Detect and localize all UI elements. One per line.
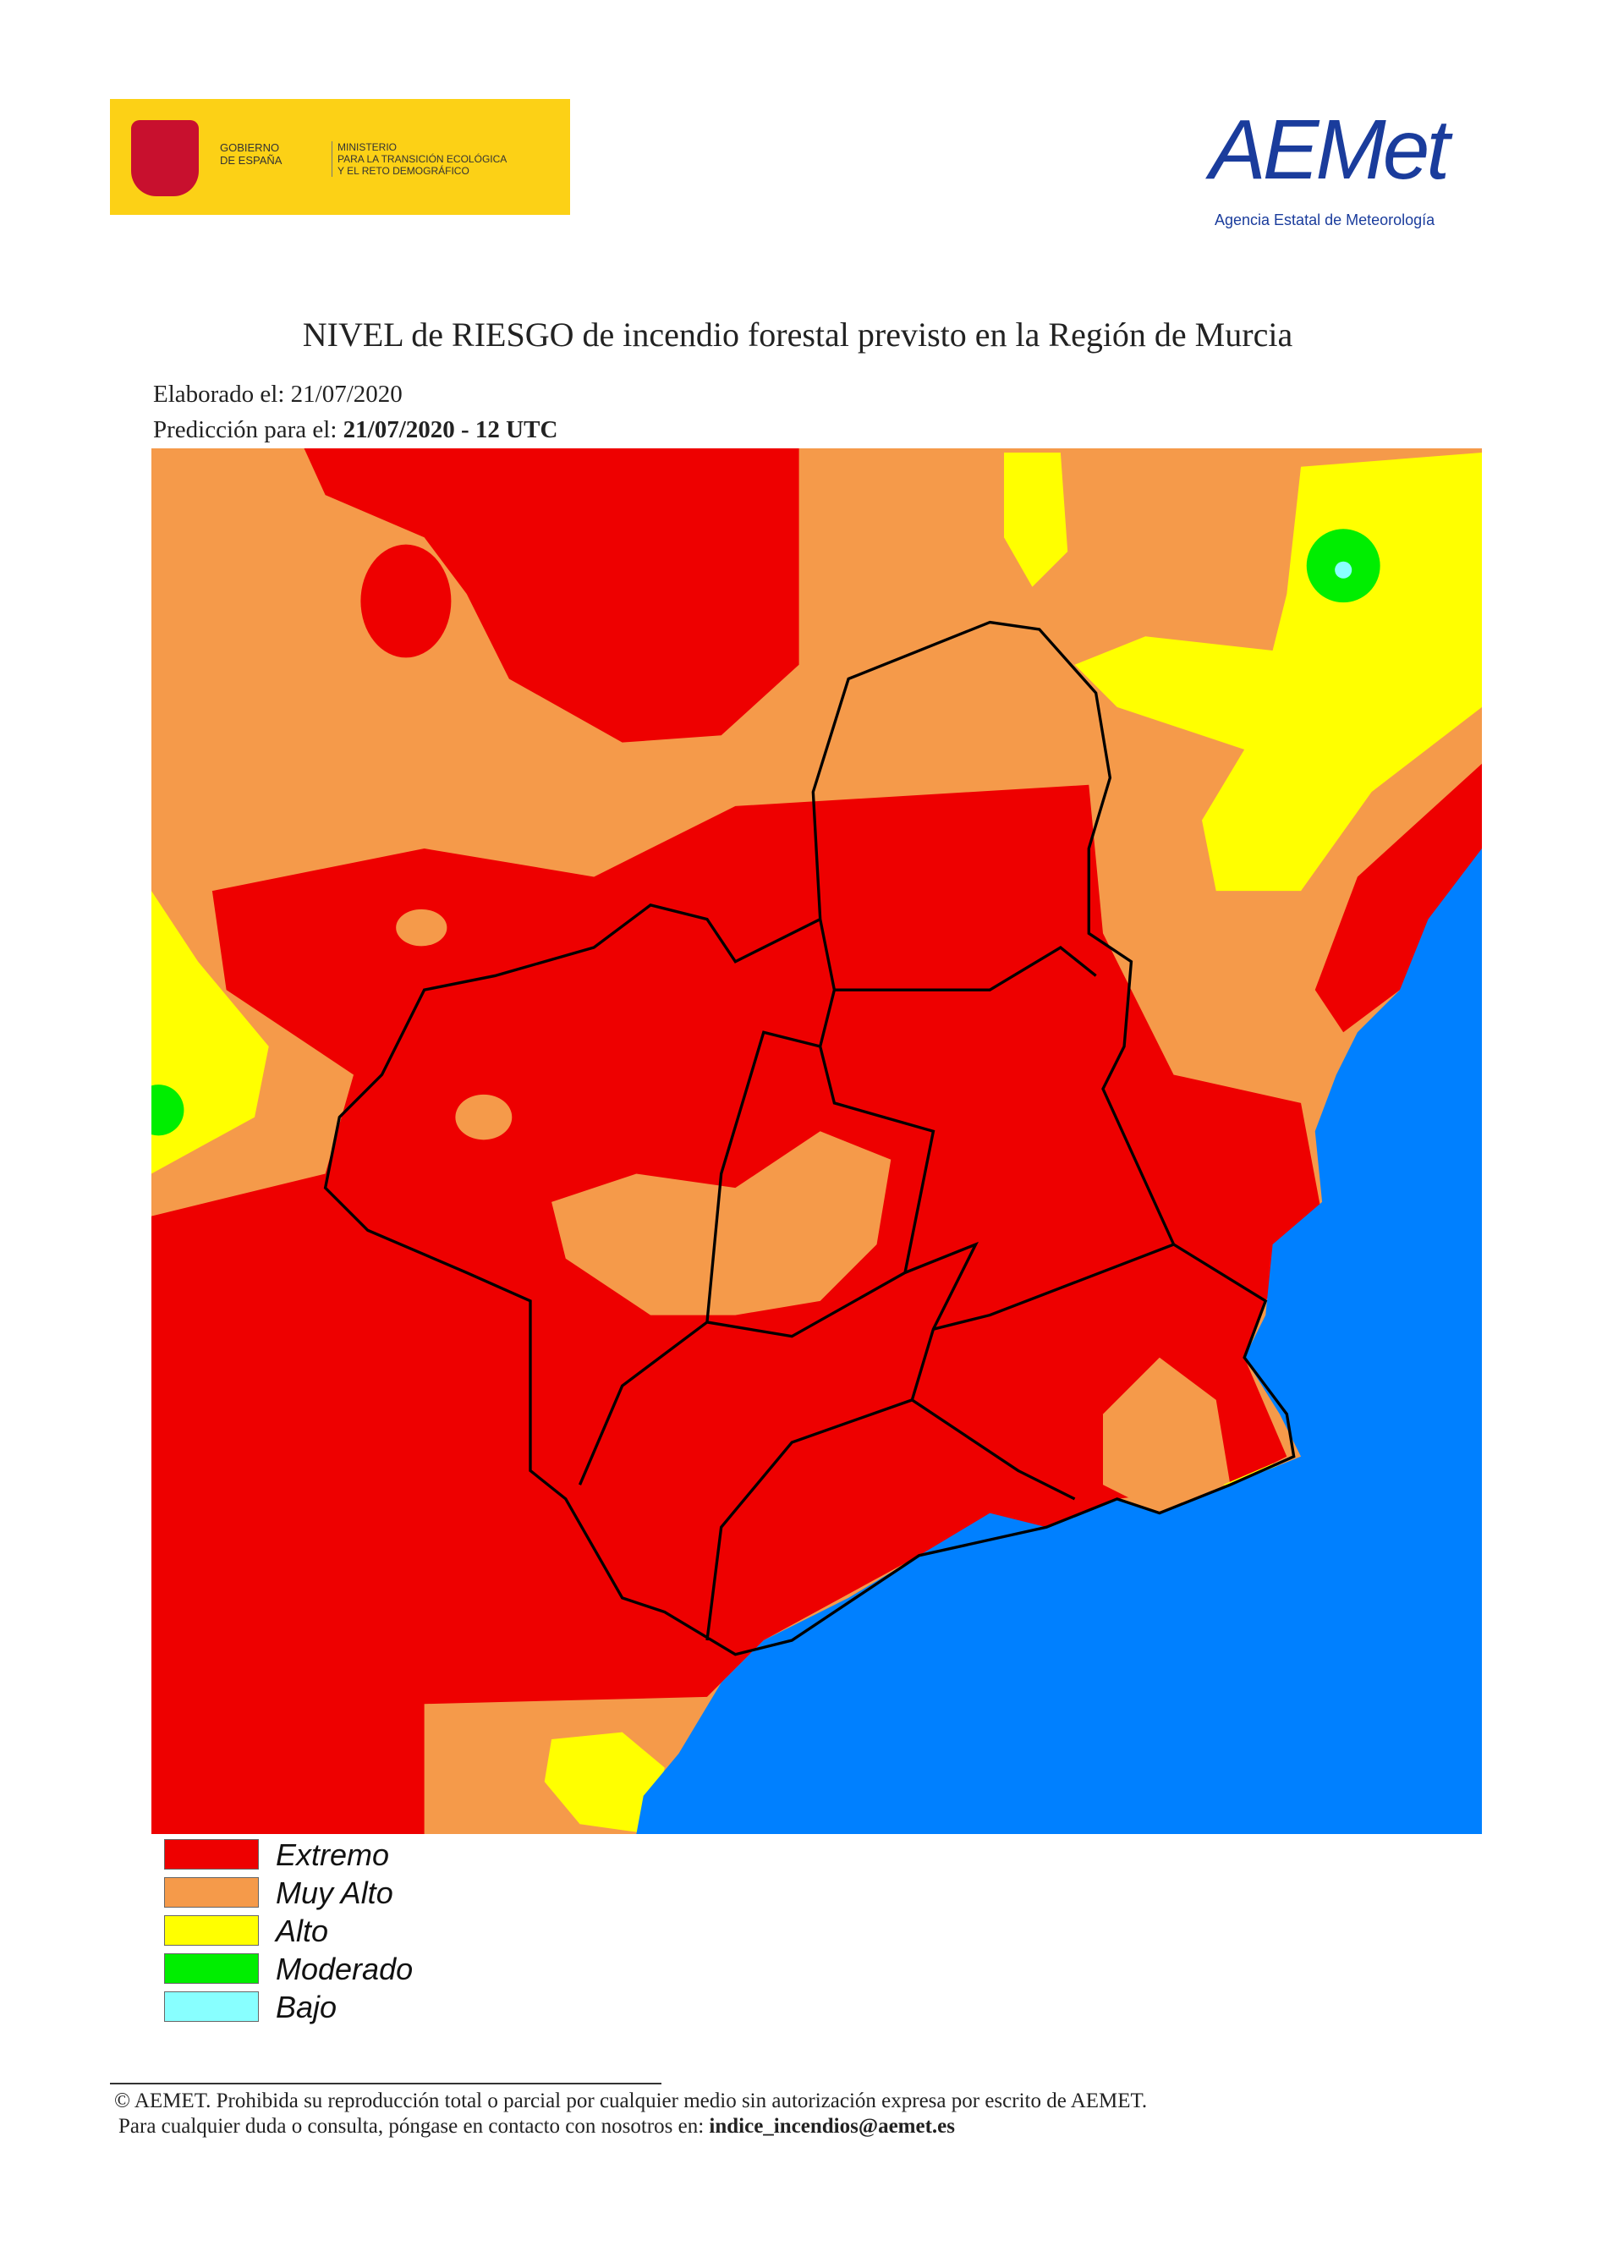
zone-muy-alto	[551, 1131, 892, 1315]
date: 21/07/2020	[290, 381, 403, 408]
title: NIVEL de RIESGO de incendio forestal pre…	[302, 316, 1293, 354]
crest	[131, 120, 199, 196]
gov-logo: GOBIERNO DE ESPAÑA MINISTERIO PARA LA TRAN…	[110, 99, 570, 215]
region-border	[323, 620, 1296, 1656]
zone-alto	[1074, 453, 1482, 892]
zone-alto	[544, 1732, 665, 1834]
value: 21/07/2020 - 12 UTC	[343, 416, 558, 443]
zone-alto	[1003, 453, 1068, 587]
zone-bajo	[1335, 561, 1352, 579]
legend-label: Moderado	[276, 1952, 414, 1986]
legend-label: Alto	[276, 1914, 329, 1948]
gov-text: GOBIERNO DE ESPAÑA	[220, 141, 283, 167]
legend-swatch	[164, 1839, 259, 1870]
elaborado: Elaborado el: 21/07/2020	[153, 381, 403, 409]
zone-extremo	[360, 544, 452, 658]
footer-rule	[110, 2083, 661, 2084]
zone-muy-alto	[1103, 1357, 1231, 1513]
label: Elaborado el:	[153, 381, 285, 408]
zone-muy-alto	[455, 1094, 513, 1140]
prediccion: Predicción para el: 21/07/2020 - 12 UTC	[153, 416, 557, 444]
legend-swatch	[164, 1877, 259, 1908]
contact: Para cualquier duda o consulta, póngase …	[118, 2115, 705, 2138]
aemet-name: Agencia Estatal de Meteorología	[1215, 211, 1435, 228]
aemet-logo: AEMet	[1210, 102, 1450, 197]
legend-swatch	[164, 1915, 259, 1946]
zone-muy-alto	[396, 909, 447, 947]
legend-label: Bajo	[276, 1990, 337, 2024]
ministry-text: MINISTERIO PARA LA TRANSICIÓN ECOLÓGICA Y …	[332, 141, 507, 177]
email: indice_incendios@aemet.es	[709, 2115, 955, 2138]
legend-label: Muy Alto	[276, 1875, 393, 1910]
footer-line2: Para cualquier duda o consulta, póngase …	[118, 2115, 955, 2139]
sea	[636, 848, 1482, 1834]
zone-extremo	[304, 448, 799, 743]
legend-swatch	[164, 1953, 259, 1984]
risk-map	[151, 448, 1482, 1834]
zone-moderado	[151, 1085, 184, 1136]
label: Predicción para el:	[153, 416, 337, 443]
legend-label: Extremo	[276, 1837, 390, 1872]
footer-line1: © AEMET. Prohibida su reproducción total…	[114, 2090, 1148, 2112]
zone-extremo	[1314, 763, 1482, 1033]
legend-swatch	[164, 1991, 259, 2022]
